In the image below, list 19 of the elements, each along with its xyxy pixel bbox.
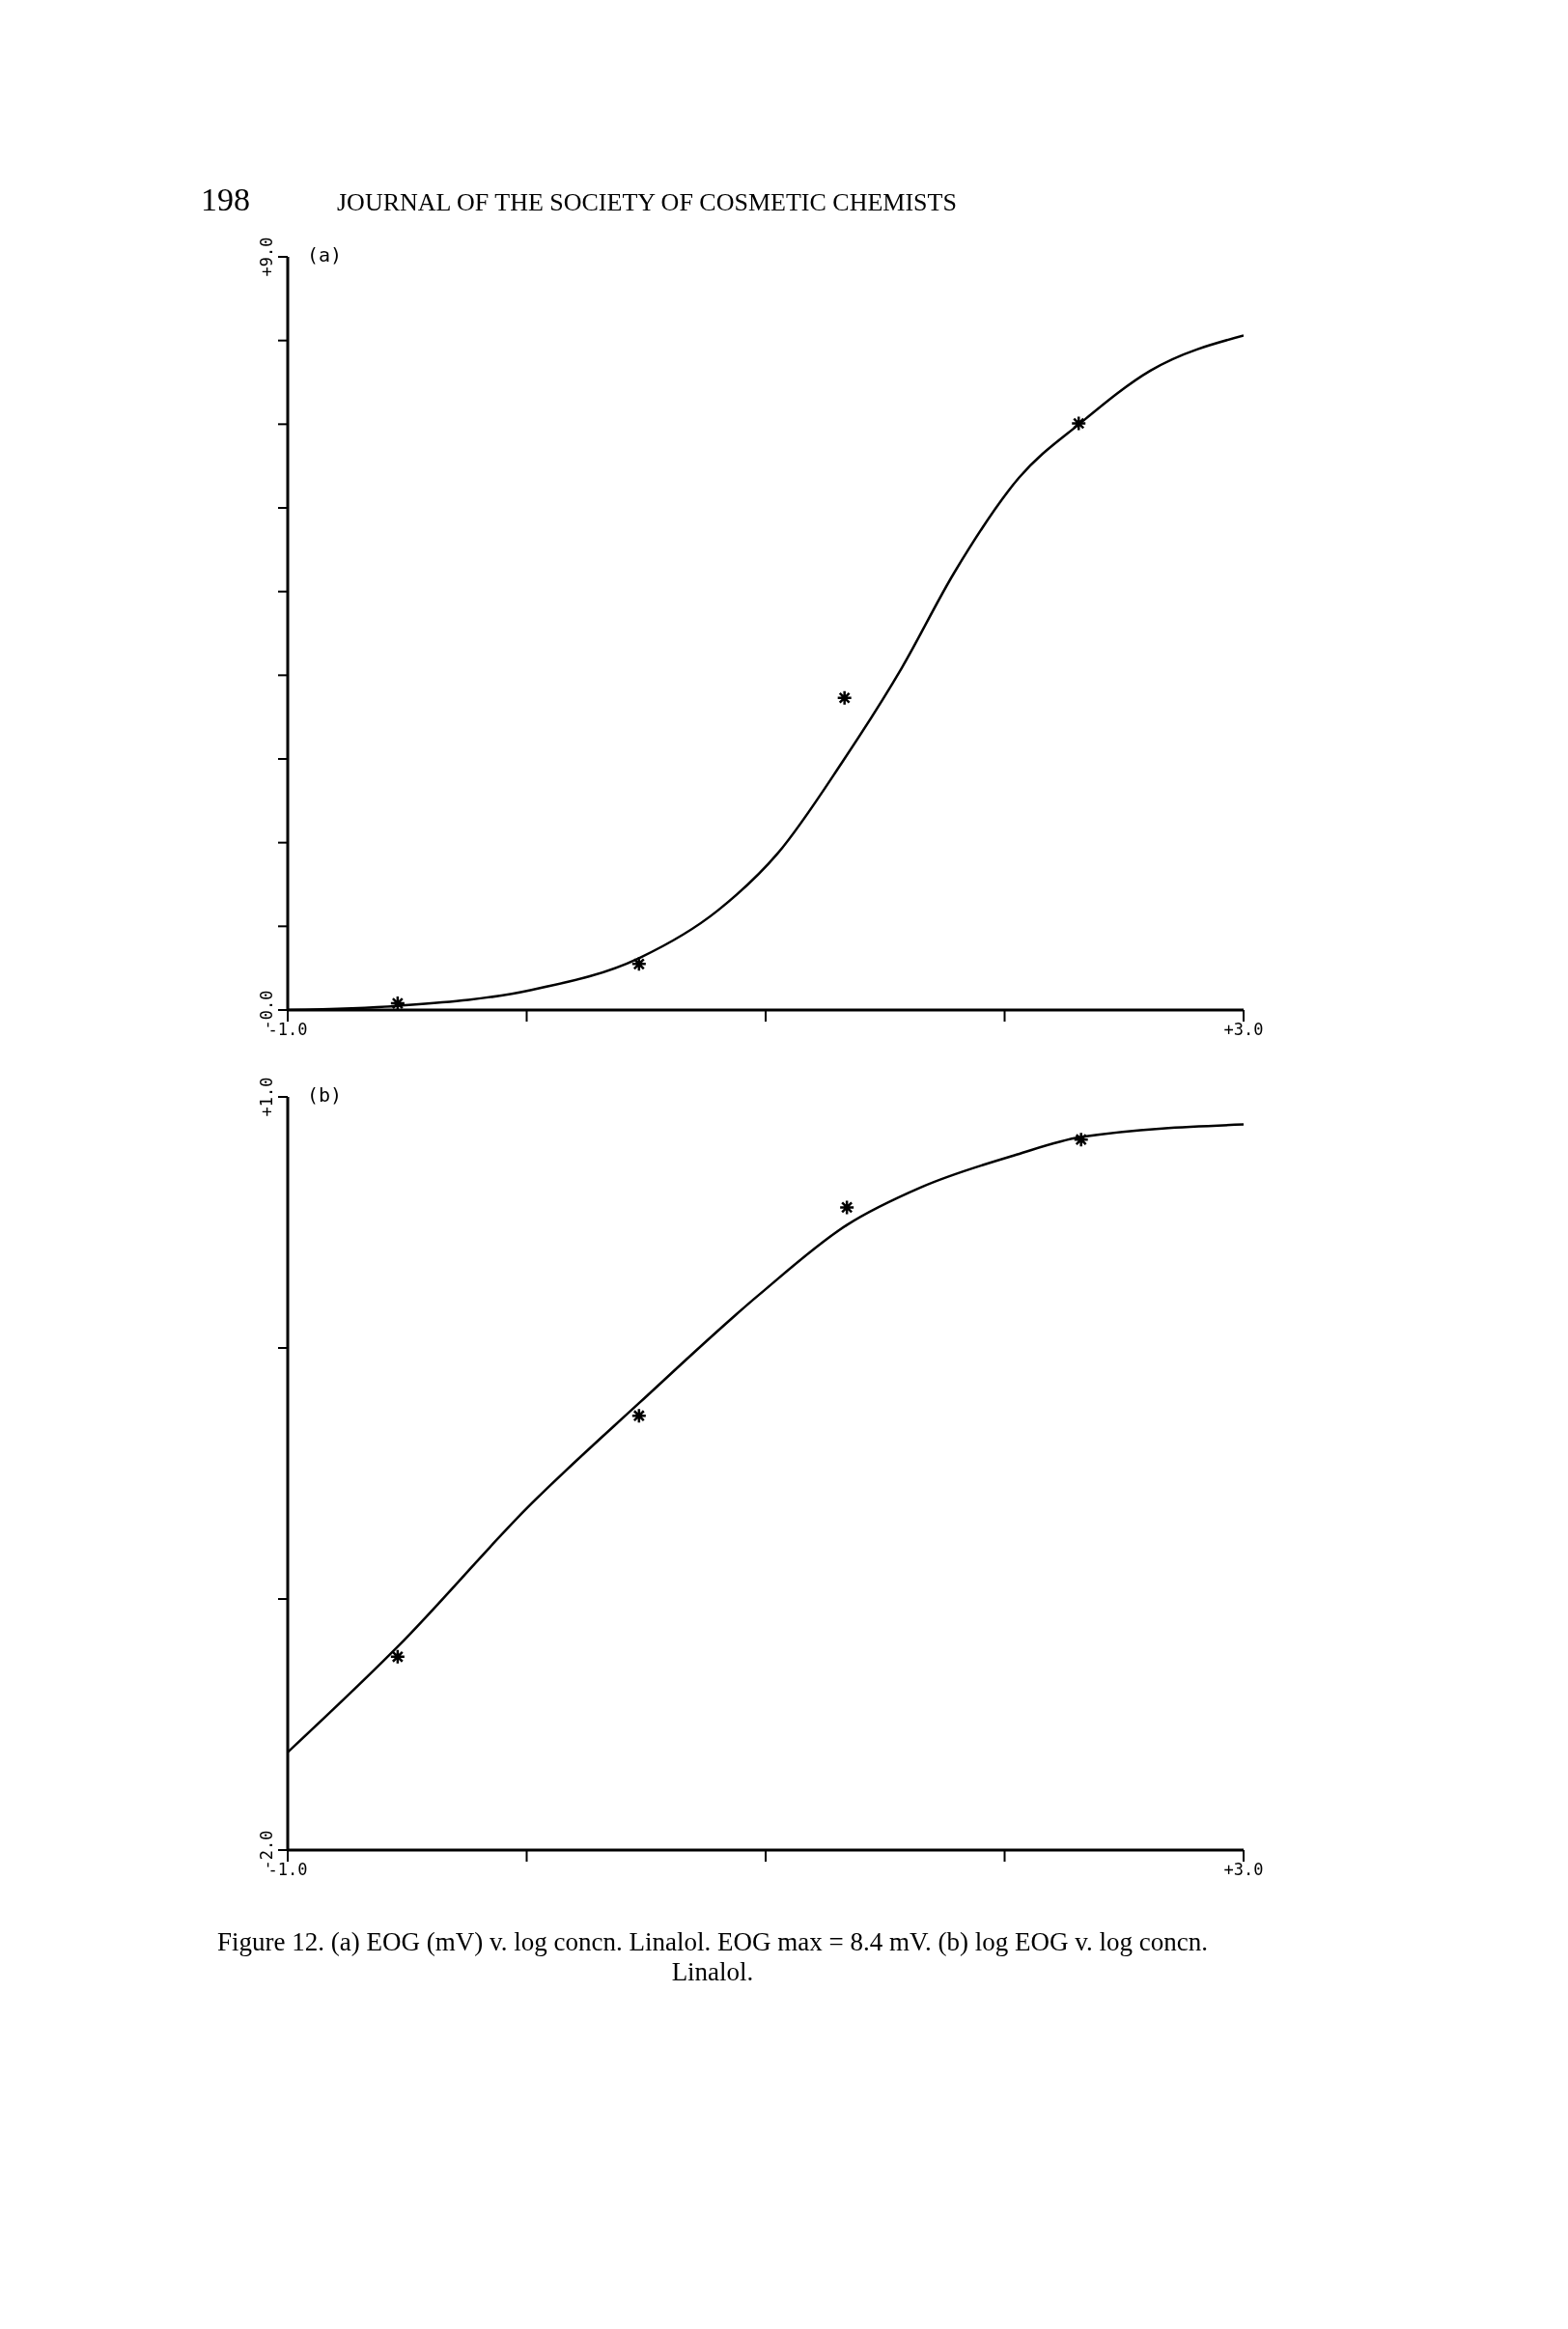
point	[838, 1199, 855, 1216]
text: JOURNAL OF THE SOCIETY OF COSMETIC CHEMISTS	[337, 188, 957, 217]
y-tick-label: -0.0	[257, 990, 276, 1030]
x-tick-label: +3.0	[1223, 1860, 1264, 1880]
point	[389, 1648, 406, 1666]
point	[1070, 415, 1087, 432]
chart-title: (a)	[307, 243, 343, 267]
text: 198	[201, 182, 250, 218]
point	[630, 956, 648, 972]
point	[630, 1407, 648, 1424]
point	[836, 689, 853, 706]
y-tick-label: -2.0	[257, 1830, 276, 1870]
point	[389, 995, 406, 1010]
chart-title: (b)	[307, 1083, 343, 1107]
y-tick-label: +1.0	[257, 1077, 276, 1117]
caption: Figure 12. (a) EOG (mV) v. log concn. Linalol. EOG max = 8.4 mV. (b) log EOG v. log concn. Linalol.	[216, 1927, 1209, 1987]
y-tick-label: +9.0	[257, 237, 276, 277]
point	[1073, 1131, 1089, 1148]
x-tick-label: +3.0	[1223, 1020, 1264, 1040]
